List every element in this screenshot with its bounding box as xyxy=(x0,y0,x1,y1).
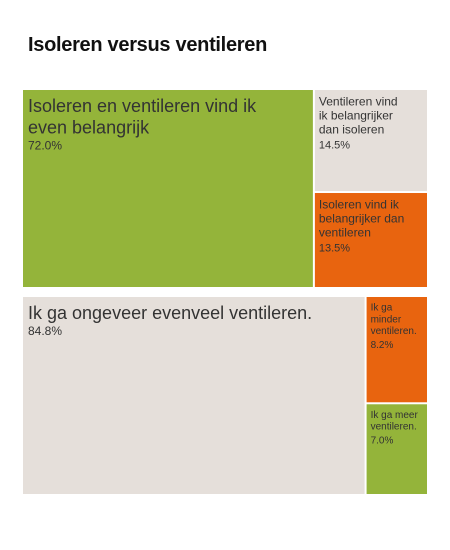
treemap-cell: Ik ga ongeveer evenveel ventileren.84.8% xyxy=(23,297,365,494)
treemap-value: 13.5% xyxy=(319,243,350,255)
treemap-value: 7.0% xyxy=(371,436,394,447)
treemap-rect xyxy=(314,193,427,287)
treemap-value: 72.0% xyxy=(28,138,62,152)
treemap-label: Isoleren vind ik belangrijker dan ventiler… xyxy=(319,197,404,239)
treemap-value: 8.2% xyxy=(371,340,394,351)
treemap-label: Ik ga minder ventileren. xyxy=(371,303,417,338)
treemap-label: Isoleren en ventileren vind ik even belan… xyxy=(28,96,257,137)
treemap-cell: Isoleren en ventileren vind ik even belan… xyxy=(23,90,313,287)
treemap-label: Ik ga ongeveer evenveel ventileren. xyxy=(28,303,312,323)
treemap-value: 84.8% xyxy=(28,324,62,338)
treemap-rect xyxy=(23,90,313,287)
treemap-cell: Ik ga meer ventileren. 7.0% xyxy=(366,404,427,494)
treemap-cell: Ventileren vind ik belangrijker dan isoler… xyxy=(314,90,427,192)
treemap-rect xyxy=(314,90,427,192)
treemap-cell: Isoleren vind ik belangrijker dan ventiler… xyxy=(314,193,427,287)
treemap-label: Ventileren vind ik belangrijker dan isoler… xyxy=(319,94,398,136)
treemap-value: 14.5% xyxy=(319,140,350,152)
chart-title: Isoleren versus ventileren xyxy=(28,34,267,56)
treemap-label: Ik ga meer ventileren. xyxy=(371,410,419,433)
treemap-cell: Ik ga minder ventileren. 8.2% xyxy=(366,297,427,403)
treemap-rect xyxy=(366,297,427,403)
treemap-rect xyxy=(366,404,427,494)
treemap-rect xyxy=(23,297,365,494)
